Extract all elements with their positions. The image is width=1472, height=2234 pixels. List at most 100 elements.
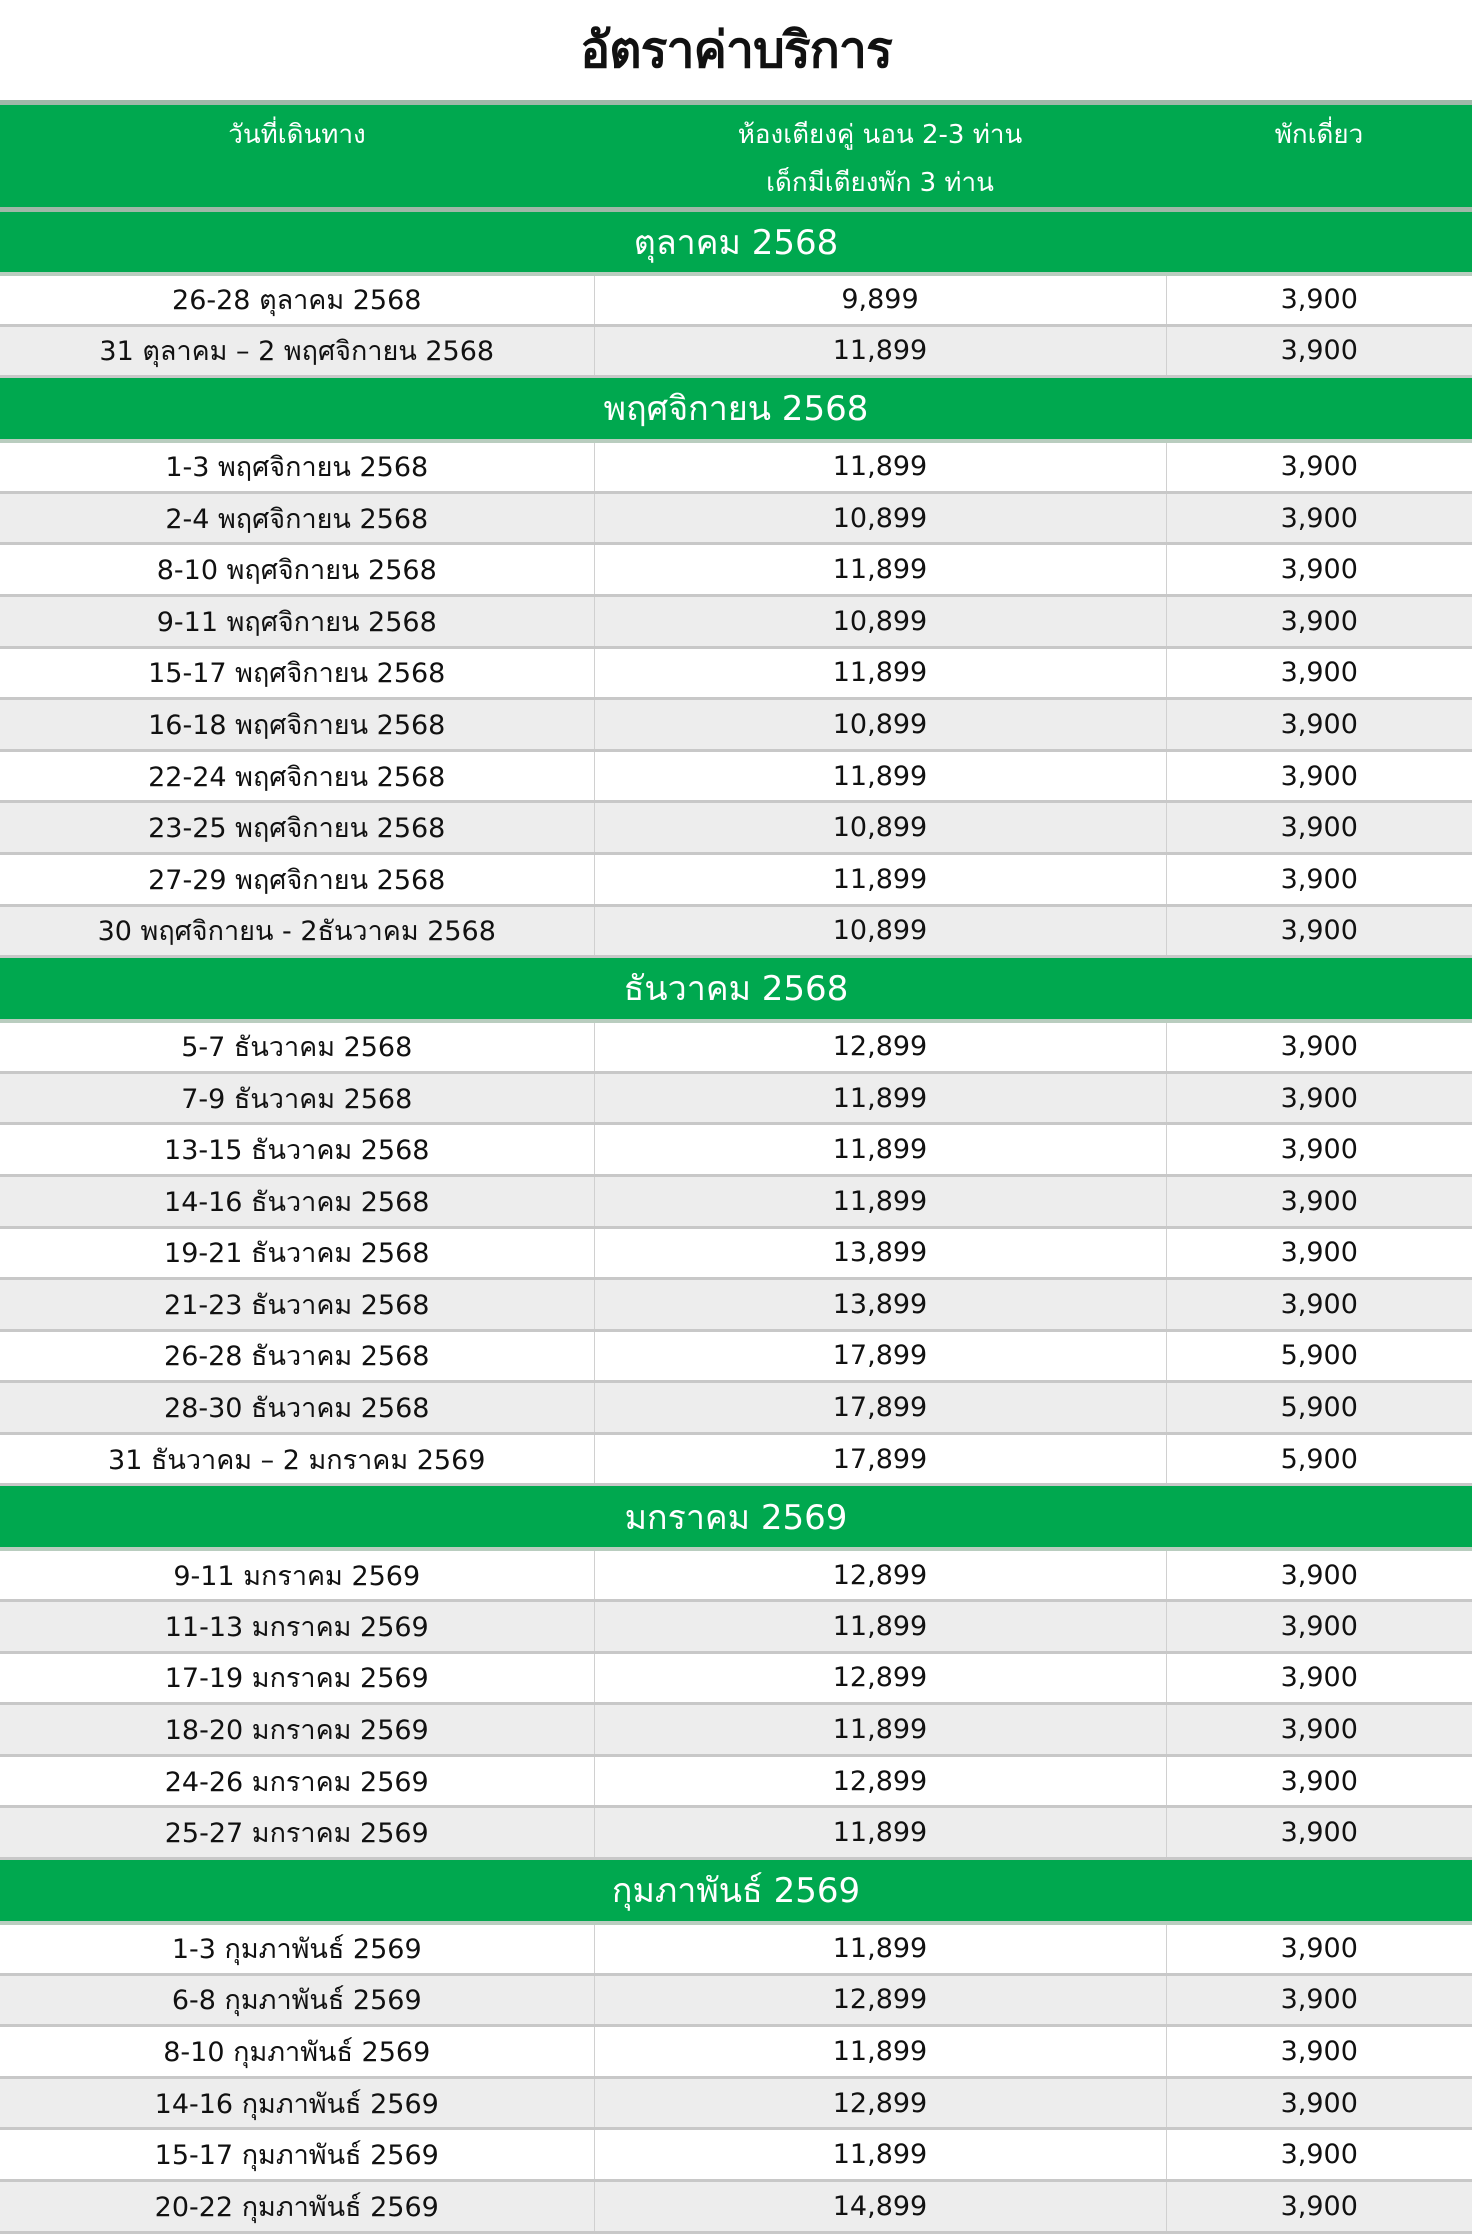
travel-date: 30 พฤศจิกายน - 2ธันวาคม 2568: [0, 905, 594, 959]
table-row: 9-11 มกราคม 2569 12,899 3,900: [0, 1548, 1472, 1603]
travel-date: 23-25 พฤศจิกายน 2568: [0, 801, 594, 855]
twin-price: 12,899: [593, 1755, 1166, 1809]
single-supplement: 3,900: [1165, 1806, 1472, 1861]
twin-price: 10,899: [593, 492, 1166, 546]
travel-date: 8-10 กุมภาพันธ์ 2569: [0, 2025, 594, 2079]
twin-price: 10,899: [593, 801, 1166, 855]
travel-date: 5-7 ธันวาคม 2568: [0, 1020, 594, 1074]
single-supplement: 3,900: [1165, 698, 1472, 752]
twin-price: 11,899: [593, 440, 1166, 494]
table-row: 8-10 กุมภาพันธ์ 2569 11,899 3,900: [0, 2025, 1472, 2079]
table-row: 25-27 มกราคม 2569 11,899 3,900: [0, 1806, 1472, 1861]
single-supplement: 3,900: [1165, 2077, 1472, 2131]
single-supplement: 3,900: [1165, 1548, 1472, 1603]
twin-price: 17,899: [593, 1381, 1166, 1435]
table-row: 30 พฤศจิกายน - 2ธันวาคม 2568 10,899 3,900: [0, 905, 1472, 959]
table-row: 7-9 ธันวาคม 2568 11,899 3,900: [0, 1072, 1472, 1126]
single-supplement: 3,900: [1165, 647, 1472, 701]
table-row: 23-25 พฤศจิกายน 2568 10,899 3,900: [0, 801, 1472, 855]
table-row: 14-16 กุมภาพันธ์ 2569 12,899 3,900: [0, 2077, 1472, 2131]
single-supplement: 3,900: [1165, 853, 1472, 907]
table-row: 14-16 ธันวาคม 2568 11,899 3,900: [0, 1175, 1472, 1229]
table-row: 27-29 พฤศจิกายน 2568 11,899 3,900: [0, 853, 1472, 907]
travel-date: 13-15 ธันวาคม 2568: [0, 1123, 594, 1177]
twin-price: 11,899: [593, 1703, 1166, 1757]
table-row: 2-4 พฤศจิกายน 2568 10,899 3,900: [0, 492, 1472, 546]
twin-price: 11,899: [593, 1922, 1166, 1976]
travel-date: 9-11 มกราคม 2569: [0, 1548, 594, 1603]
table-row: 24-26 มกราคม 2569 12,899 3,900: [0, 1755, 1472, 1809]
travel-date: 8-10 พฤศจิกายน 2568: [0, 543, 594, 597]
travel-date: 11-13 มกราคม 2569: [0, 1600, 594, 1654]
single-supplement: 3,900: [1165, 2025, 1472, 2079]
travel-date: 20-22 กุมภาพันธ์ 2569: [0, 2180, 594, 2234]
table-row: 1-3 พฤศจิกายน 2568 11,899 3,900: [0, 440, 1472, 494]
twin-price: 11,899: [593, 750, 1166, 804]
single-supplement: 5,900: [1165, 1381, 1472, 1435]
travel-date: 18-20 มกราคม 2569: [0, 1703, 594, 1757]
twin-price: 11,899: [593, 1600, 1166, 1654]
twin-price: 11,899: [593, 853, 1166, 907]
month-heading: ธันวาคม 2568: [0, 956, 1472, 1023]
single-supplement: 3,900: [1165, 2180, 1472, 2234]
single-supplement: 3,900: [1165, 1020, 1472, 1074]
travel-date: 31 ธันวาคม – 2 มกราคม 2569: [0, 1433, 594, 1487]
travel-date: 24-26 มกราคม 2569: [0, 1755, 594, 1809]
table-row: 22-24 พฤศจิกายน 2568 11,899 3,900: [0, 750, 1472, 804]
table-row: 26-28 ตุลาคม 2568 9,899 3,900: [0, 273, 1472, 327]
single-supplement: 3,900: [1165, 1922, 1472, 1976]
twin-price: 11,899: [593, 1806, 1166, 1861]
twin-price: 12,899: [593, 1974, 1166, 2028]
page-title: อัตราค่าบริการ: [580, 20, 893, 79]
travel-date: 28-30 ธันวาคม 2568: [0, 1381, 594, 1435]
travel-date: 15-17 กุมภาพันธ์ 2569: [0, 2128, 594, 2182]
travel-date: 21-23 ธันวาคม 2568: [0, 1278, 594, 1332]
travel-date: 17-19 มกราคม 2569: [0, 1652, 594, 1706]
month-section-row: ตุลาคม 2568: [0, 209, 1472, 276]
single-supplement: 3,900: [1165, 1600, 1472, 1654]
table-row: 1-3 กุมภาพันธ์ 2569 11,899 3,900: [0, 1922, 1472, 1976]
table-row: 31 ตุลาคม – 2 พฤศจิกายน 2568 11,899 3,900: [0, 325, 1472, 379]
table-row: 5-7 ธันวาคม 2568 12,899 3,900: [0, 1020, 1472, 1074]
single-supplement: 5,900: [1165, 1330, 1472, 1384]
twin-price: 17,899: [593, 1330, 1166, 1384]
travel-date: 6-8 กุมภาพันธ์ 2569: [0, 1974, 594, 2028]
single-supplement: 3,900: [1165, 1227, 1472, 1281]
travel-date: 16-18 พฤศจิกายน 2568: [0, 698, 594, 752]
single-supplement: 3,900: [1165, 595, 1472, 649]
travel-date: 1-3 กุมภาพันธ์ 2569: [0, 1922, 594, 1976]
single-supplement: 3,900: [1165, 1072, 1472, 1126]
single-supplement: 3,900: [1165, 1703, 1472, 1757]
table-row: 11-13 มกราคม 2569 11,899 3,900: [0, 1600, 1472, 1654]
twin-price: 11,899: [593, 543, 1166, 597]
twin-price: 12,899: [593, 1548, 1166, 1603]
twin-price: 10,899: [593, 595, 1166, 649]
table-row: 26-28 ธันวาคม 2568 17,899 5,900: [0, 1330, 1472, 1384]
single-supplement: 3,900: [1165, 440, 1472, 494]
table-row: 13-15 ธันวาคม 2568 11,899 3,900: [0, 1123, 1472, 1177]
travel-date: 22-24 พฤศจิกายน 2568: [0, 750, 594, 804]
travel-date: 31 ตุลาคม – 2 พฤศจิกายน 2568: [0, 325, 594, 379]
table-row: 19-21 ธันวาคม 2568 13,899 3,900: [0, 1227, 1472, 1281]
twin-price: 11,899: [593, 1123, 1166, 1177]
twin-price: 11,899: [593, 1175, 1166, 1229]
travel-date: 26-28 ธันวาคม 2568: [0, 1330, 594, 1384]
price-table: วันที่เดินทาง ห้องเตียงคู่ นอน 2-3 ท่าน …: [0, 100, 1472, 2234]
single-supplement: 5,900: [1165, 1433, 1472, 1487]
table-row: 9-11 พฤศจิกายน 2568 10,899 3,900: [0, 595, 1472, 649]
single-supplement: 3,900: [1165, 1175, 1472, 1229]
header-twin-line2: เด็กมีเตียงพัก 3 ท่าน: [766, 168, 994, 198]
single-supplement: 3,900: [1165, 325, 1472, 379]
travel-date: 2-4 พฤศจิกายน 2568: [0, 492, 594, 546]
travel-date: 27-29 พฤศจิกายน 2568: [0, 853, 594, 907]
table-header-row: วันที่เดินทาง ห้องเตียงคู่ นอน 2-3 ท่าน …: [0, 100, 1472, 212]
twin-price: 11,899: [593, 647, 1166, 701]
month-section-row: ธันวาคม 2568: [0, 956, 1472, 1023]
travel-date: 19-21 ธันวาคม 2568: [0, 1227, 594, 1281]
twin-price: 13,899: [593, 1278, 1166, 1332]
month-heading: พฤศจิกายน 2568: [0, 376, 1472, 443]
month-section-row: พฤศจิกายน 2568: [0, 376, 1472, 443]
twin-price: 12,899: [593, 1020, 1166, 1074]
single-supplement: 3,900: [1165, 1278, 1472, 1332]
travel-date: 1-3 พฤศจิกายน 2568: [0, 440, 594, 494]
